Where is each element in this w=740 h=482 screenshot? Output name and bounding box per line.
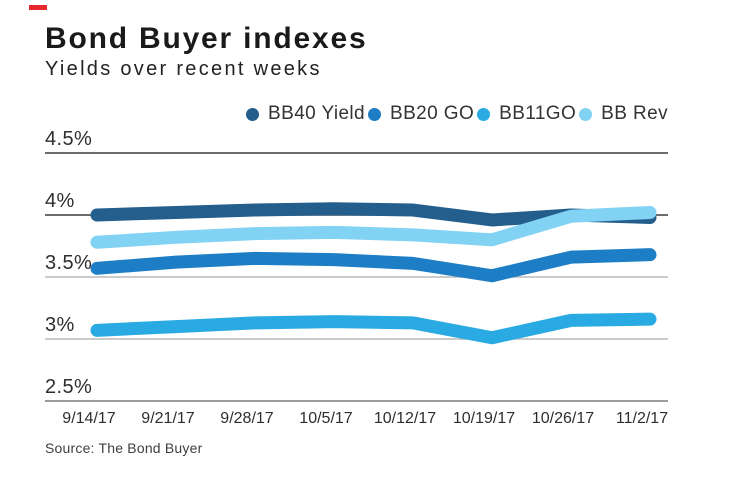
x-axis-label: 9/14/17 xyxy=(62,410,116,427)
y-axis-label: 3.5% xyxy=(45,252,93,274)
legend: BB40 Yield BB20 GO BB11GO BB Rev xyxy=(243,103,668,125)
y-axis-label: 2.5% xyxy=(45,376,93,398)
x-axis-label: 10/5/17 xyxy=(299,410,353,427)
x-axis-label: 10/26/17 xyxy=(531,410,595,427)
y-axis-label: 4% xyxy=(45,190,75,212)
legend-label: BB20 GO xyxy=(390,103,475,124)
legend-label: BB11GO xyxy=(499,103,577,124)
legend-item-bb20-go: BB20 GO xyxy=(368,103,474,125)
y-axis-label: 4.5% xyxy=(45,128,93,150)
legend-dot-icon xyxy=(579,107,593,121)
line-bb11go xyxy=(90,312,657,345)
legend-dot-icon xyxy=(368,107,382,121)
legend-dot-icon xyxy=(246,107,260,121)
legend-label: BB Rev xyxy=(601,103,668,124)
legend-label: BB40 Yield xyxy=(268,103,366,124)
x-axis-label: 10/12/17 xyxy=(373,410,437,427)
legend-dot-icon xyxy=(477,107,491,121)
chart-subtitle: Yields over recent weeks xyxy=(45,58,322,80)
x-axis-label: 10/19/17 xyxy=(452,410,516,427)
legend-item-bb40-yield: BB40 Yield xyxy=(246,103,365,125)
chart-title: Bond Buyer indexes xyxy=(45,22,368,55)
x-axis-label: 9/21/17 xyxy=(141,410,195,427)
line-bb-rev xyxy=(90,206,657,249)
source-note: Source: The Bond Buyer xyxy=(45,440,203,456)
y-axis-label: 3% xyxy=(45,314,75,336)
brand-accent-mark xyxy=(29,5,47,10)
x-axis-label: 11/2/17 xyxy=(615,410,669,427)
line-bb20-go xyxy=(90,248,657,283)
legend-item-bb11go: BB11GO xyxy=(477,103,576,125)
legend-item-bb-rev: BB Rev xyxy=(579,103,668,125)
x-axis-label: 9/28/17 xyxy=(220,410,274,427)
